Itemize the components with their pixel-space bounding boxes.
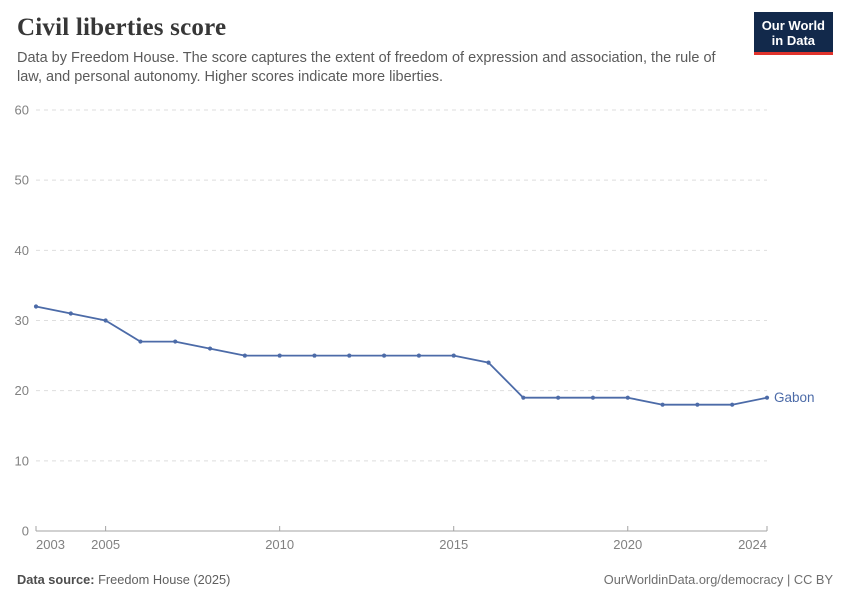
- series-end-label[interactable]: Gabon: [774, 390, 815, 405]
- y-tick-label: 60: [15, 103, 29, 118]
- attribution-link[interactable]: OurWorldinData.org/democracy | CC BY: [603, 572, 833, 587]
- y-tick-label: 40: [15, 243, 29, 258]
- data-point[interactable]: [242, 353, 247, 358]
- line-chart-canvas[interactable]: 0 10 20 30 40 50 60 2003 2005 2010 2015 2020 2024 Gab…: [0, 95, 850, 565]
- x-tick-label: 2024: [738, 537, 767, 552]
- x-tick-label: 2015: [439, 537, 468, 552]
- data-point[interactable]: [277, 353, 282, 358]
- chart-footer: Data source: Freedom House (2025) OurWor…: [17, 572, 833, 587]
- x-tick-label: 2005: [91, 537, 120, 552]
- x-tick-label: 2020: [613, 537, 642, 552]
- data-point[interactable]: [590, 395, 596, 400]
- data-point[interactable]: [764, 395, 770, 400]
- data-point[interactable]: [138, 339, 143, 344]
- page-title: Civil liberties score: [17, 14, 227, 41]
- x-tick-label: 2010: [265, 537, 294, 552]
- x-tick-label: 2003: [36, 537, 65, 552]
- data-point[interactable]: [33, 304, 39, 309]
- data-point[interactable]: [347, 353, 352, 358]
- data-source-value: Freedom House (2025): [98, 572, 231, 587]
- data-point[interactable]: [68, 311, 73, 316]
- data-point[interactable]: [660, 402, 665, 407]
- data-point[interactable]: [521, 395, 526, 400]
- data-source-label: Data source:: [17, 572, 95, 587]
- line-series-gabon[interactable]: [35, 305, 768, 406]
- data-point[interactable]: [730, 402, 735, 407]
- data-point[interactable]: [416, 353, 422, 358]
- y-tick-label: 20: [15, 383, 29, 398]
- data-point[interactable]: [451, 353, 456, 358]
- owid-logo[interactable]: Our World in Data: [753, 12, 833, 55]
- data-point[interactable]: [486, 360, 491, 365]
- data-point[interactable]: [103, 318, 108, 323]
- y-tick-label: 50: [15, 173, 29, 188]
- data-point[interactable]: [173, 339, 178, 344]
- chart-subtitle: Data by Freedom House. The score capture…: [17, 50, 716, 85]
- y-tick-label: 30: [15, 313, 29, 328]
- data-point[interactable]: [695, 402, 700, 407]
- y-tick-label: 10: [15, 453, 29, 468]
- data-point[interactable]: [625, 395, 630, 400]
- data-source: Data source: Freedom House (2025): [17, 572, 230, 587]
- data-point[interactable]: [207, 346, 213, 351]
- y-tick-label: 0: [22, 524, 29, 539]
- chart-header: Civil liberties score Data by Freedom Ho…: [17, 12, 833, 87]
- data-point[interactable]: [381, 353, 387, 358]
- owid-logo-line1: Our World: [761, 18, 825, 33]
- data-point[interactable]: [312, 353, 317, 358]
- data-point[interactable]: [556, 395, 561, 400]
- owid-logo-line2: in Data: [771, 33, 816, 48]
